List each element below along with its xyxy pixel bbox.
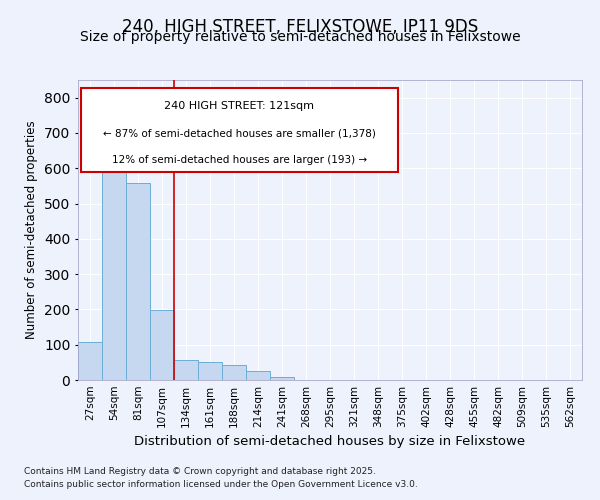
Bar (246, 371, 270, 380)
Bar (222, 365, 246, 380)
Bar (126, 184, 150, 380)
Text: 240, HIGH STREET, FELIXSTOWE, IP11 9DS: 240, HIGH STREET, FELIXSTOWE, IP11 9DS (122, 18, 478, 36)
Bar (150, 310, 174, 380)
Bar (78, 342, 102, 380)
X-axis label: Distribution of semi-detached houses by size in Felixstowe: Distribution of semi-detached houses by … (134, 436, 526, 448)
Bar (102, 172, 126, 380)
Text: 12% of semi-detached houses are larger (193) →: 12% of semi-detached houses are larger (… (112, 155, 367, 165)
Text: 240 HIGH STREET: 121sqm: 240 HIGH STREET: 121sqm (164, 101, 314, 111)
Y-axis label: Number of semi-detached properties: Number of semi-detached properties (25, 120, 38, 340)
Bar (270, 377, 294, 380)
Text: Contains HM Land Registry data © Crown copyright and database right 2025.: Contains HM Land Registry data © Crown c… (24, 467, 376, 476)
Text: Size of property relative to semi-detached houses in Felixstowe: Size of property relative to semi-detach… (80, 30, 520, 44)
FancyBboxPatch shape (80, 88, 398, 172)
Bar (174, 360, 198, 380)
Text: ← 87% of semi-detached houses are smaller (1,378): ← 87% of semi-detached houses are smalle… (103, 128, 376, 138)
Bar (198, 362, 222, 380)
Text: Contains public sector information licensed under the Open Government Licence v3: Contains public sector information licen… (24, 480, 418, 489)
